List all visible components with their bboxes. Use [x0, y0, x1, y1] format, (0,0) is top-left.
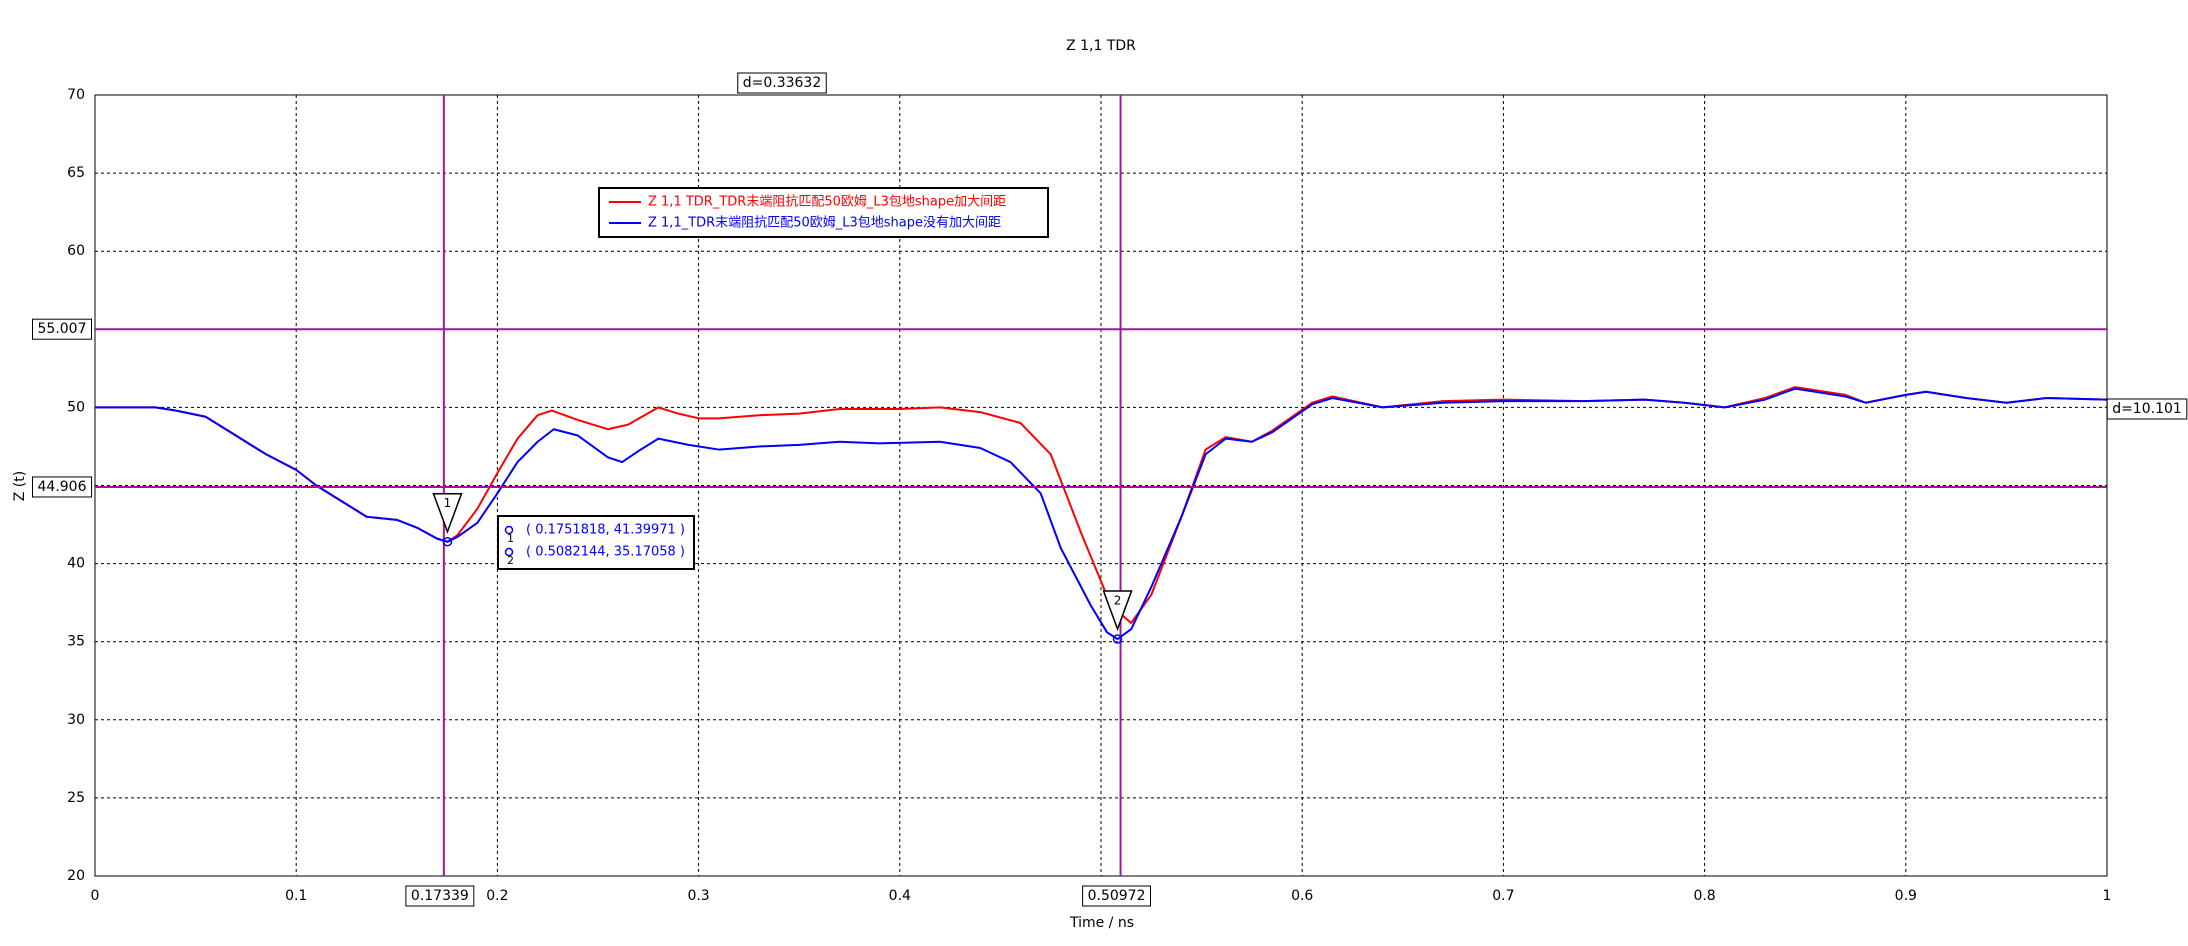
- chart-title: Z 1,1 TDR: [1066, 38, 1136, 54]
- marker-table-index: 1: [507, 532, 514, 545]
- y-tick-label: 65: [67, 165, 85, 181]
- v-delta-label-box: [737, 72, 827, 94]
- x-tick-label: 0.8: [1693, 888, 1715, 904]
- x-tick-label: 0.1: [285, 888, 307, 904]
- y-tick-label: 20: [67, 868, 85, 884]
- marker-point: [1112, 634, 1123, 644]
- h-cursor-label: 44.906: [38, 479, 87, 495]
- marker-table-icon: [504, 547, 514, 557]
- y-tick-label: 70: [67, 87, 85, 103]
- v-cursor-label-box: [1082, 885, 1152, 907]
- x-tick-label: 0.4: [889, 888, 911, 904]
- h-cursor-label: 55.007: [38, 321, 87, 337]
- x-tick-label: 0.3: [687, 888, 709, 904]
- marker-flag-label: 2: [1114, 594, 1122, 608]
- y-tick-label: 60: [67, 243, 85, 259]
- marker-flag: [1102, 590, 1133, 632]
- marker-table-index: 2: [507, 554, 514, 567]
- y-axis-label: Z (t): [12, 471, 28, 501]
- h-delta-label-box: [2106, 398, 2188, 420]
- v-cursor-label: 0.50972: [1088, 888, 1146, 904]
- h-cursor-label-box: [32, 476, 93, 498]
- marker-table-value: ( 0.5082144, 35.17058 ): [526, 545, 685, 560]
- h-delta-label: d=10.101: [2112, 401, 2182, 417]
- y-tick-label: 30: [67, 712, 85, 728]
- marker-table-value: ( 0.1751818, 41.39971 ): [526, 523, 685, 538]
- plot-frame: [94, 94, 2108, 877]
- x-tick-label: 0.9: [1895, 888, 1917, 904]
- marker-table-icon: [504, 525, 514, 535]
- y-tick-label: 50: [67, 399, 85, 415]
- v-delta-label: d=0.33632: [743, 75, 822, 91]
- marker-flag: [432, 492, 463, 534]
- marker-table-box: [497, 515, 695, 570]
- x-tick-label: 1: [2103, 888, 2112, 904]
- x-tick-label: 0.2: [486, 888, 508, 904]
- v-cursor-label-box: [405, 885, 475, 907]
- h-cursor-label-box: [32, 318, 92, 340]
- x-tick-label: 0.7: [1492, 888, 1514, 904]
- legend-label: Z 1,1_TDR末端阻抗匹配50欧姆_L3包地shape没有加大间距: [648, 216, 1001, 231]
- legend-label: Z 1,1 TDR_TDR末端阻抗匹配50欧姆_L3包地shape加大间距: [648, 195, 1006, 210]
- v-cursor-label: 0.17339: [411, 888, 469, 904]
- y-tick-label: 35: [67, 634, 85, 650]
- legend-box: [598, 187, 1049, 238]
- y-tick-label: 40: [67, 556, 85, 572]
- marker-flag-label: 1: [444, 496, 452, 510]
- y-tick-label: 25: [67, 790, 85, 806]
- x-axis-label: Time / ns: [1069, 915, 1134, 931]
- marker-point: [442, 536, 453, 547]
- x-tick-label: 0.6: [1291, 888, 1313, 904]
- x-tick-label: 0: [91, 888, 100, 904]
- series-line: [95, 387, 2108, 641]
